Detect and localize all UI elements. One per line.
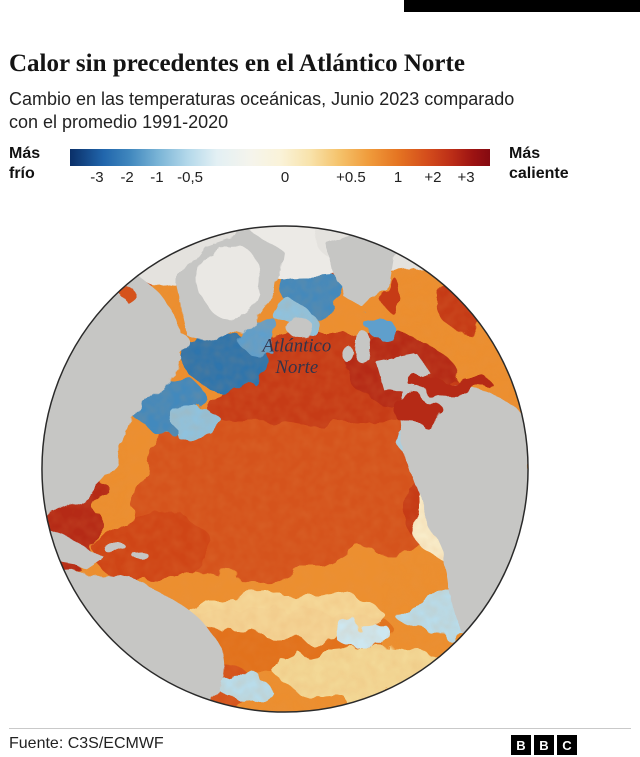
- color-scale-legend: Más frío -3 -2 -1 -0,5 0 +0.5 1 +2 +3 Má…: [0, 142, 640, 196]
- legend-tick-label: +0.5: [336, 169, 366, 186]
- subtitle: Cambio en las temperaturas oceánicas, Ju…: [9, 89, 515, 133]
- greenland-icecap: [199, 243, 263, 319]
- globe-outline: [41, 225, 529, 713]
- globe-map: Atlántico Norte: [38, 222, 532, 716]
- bbc-logo-letter: B: [534, 735, 554, 755]
- legend-tick-label: -3: [90, 169, 104, 186]
- region-label-line1: Atlántico: [260, 335, 331, 356]
- bbc-logo-letter: C: [557, 735, 577, 755]
- legend-label-cold: Más frío: [9, 145, 41, 182]
- legend-tick-label: +3: [457, 169, 475, 186]
- legend-label-warm: Más caliente: [509, 145, 569, 182]
- legend-gradient-bar: [70, 149, 490, 166]
- legend-tick-row: -3 -2 -1 -0,5 0 +0.5 1 +2 +3: [70, 169, 490, 189]
- legend-tick-label: -2: [120, 169, 134, 186]
- legend-tick-label: -1: [150, 169, 164, 186]
- landmass-caribbean: [103, 543, 127, 553]
- landmass-iceland: [286, 319, 315, 338]
- landmass-ireland: [340, 344, 353, 361]
- source-credit: Fuente: C3S/ECMWF: [9, 735, 164, 752]
- legend-tick-label: -0,5: [177, 169, 204, 186]
- landmass-caribbean: [132, 551, 149, 560]
- bbc-logo-letter: B: [511, 735, 531, 755]
- top-black-bar: [404, 0, 640, 12]
- landmass-scandinavia: [326, 229, 396, 309]
- globe-svg: Atlántico Norte: [41, 225, 529, 713]
- bbc-logo: B B C: [511, 735, 577, 755]
- legend-tick-label: 1: [393, 169, 403, 186]
- landmass-britain: [354, 332, 374, 365]
- headline: Calor sin precedentes en el Atlántico No…: [9, 50, 465, 77]
- footer-divider: [9, 728, 631, 729]
- region-label-line2: Norte: [274, 357, 318, 378]
- legend-tick-label: 0: [280, 169, 290, 186]
- landmass-newfoundland: [158, 332, 191, 353]
- legend-tick-label: +2: [424, 169, 442, 186]
